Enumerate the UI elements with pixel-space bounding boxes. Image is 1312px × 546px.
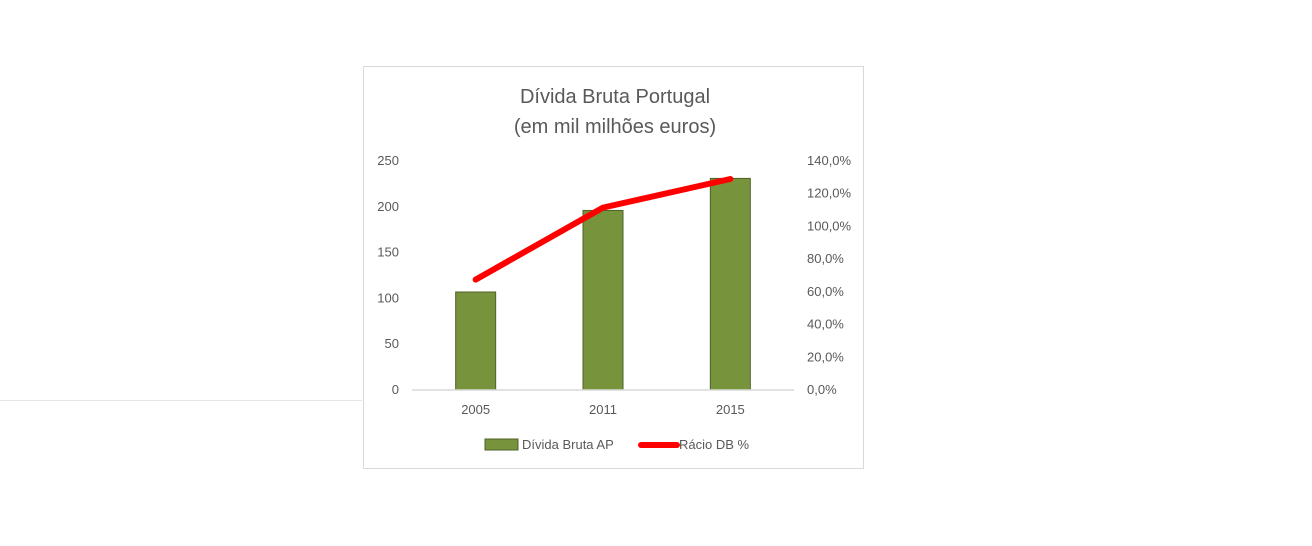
x-axis-tick-label: 2015 bbox=[716, 402, 745, 417]
page-divider bbox=[0, 400, 362, 401]
right-axis-tick-label: 120,0% bbox=[807, 186, 852, 201]
right-axis-tick-label: 20,0% bbox=[807, 349, 844, 364]
left-axis-tick-label: 100 bbox=[377, 290, 399, 305]
right-axis-tick-label: 100,0% bbox=[807, 218, 852, 233]
bar-2005 bbox=[455, 291, 497, 391]
x-axis-tick-label: 2011 bbox=[589, 402, 617, 417]
combo-chart: Dívida Bruta Portugal (em mil milhões eu… bbox=[377, 86, 852, 452]
x-axis-tick-label: 2005 bbox=[461, 402, 490, 417]
right-axis-tick-label: 40,0% bbox=[807, 317, 844, 332]
right-axis-tick-label: 0,0% bbox=[807, 382, 837, 397]
legend-swatch-debt bbox=[484, 438, 519, 451]
left-axis-tick-label: 150 bbox=[377, 245, 399, 260]
left-axis-tick-label: 200 bbox=[377, 199, 399, 214]
left-axis-ticks: 0 50 100 150 200 250 bbox=[377, 153, 399, 397]
right-axis-tick-label: 140,0% bbox=[807, 153, 852, 168]
legend: Dívida Bruta AP Rácio DB % bbox=[484, 437, 750, 452]
legend-label-ratio: Rácio DB % bbox=[679, 437, 750, 452]
right-axis-tick-label: 80,0% bbox=[807, 251, 844, 266]
chart-title: Dívida Bruta Portugal bbox=[520, 86, 710, 108]
x-axis-ticks: 2005 2011 2015 bbox=[461, 402, 745, 417]
legend-label-debt: Dívida Bruta AP bbox=[522, 437, 614, 452]
right-axis-ticks: 0,0% 20,0% 40,0% 60,0% 80,0% 100,0% 120,0% 140,… bbox=[807, 153, 852, 397]
chart-subtitle: (em mil milhões euros) bbox=[514, 116, 716, 138]
left-axis-tick-label: 250 bbox=[377, 153, 399, 168]
left-axis-tick-label: 0 bbox=[392, 382, 399, 397]
line-series bbox=[472, 175, 734, 283]
chart-container: Dívida Bruta Portugal (em mil milhões eu… bbox=[363, 66, 864, 469]
left-axis-tick-label: 50 bbox=[385, 336, 399, 351]
right-axis-tick-label: 60,0% bbox=[807, 284, 844, 299]
bar-2015 bbox=[709, 177, 751, 391]
bar-2011 bbox=[582, 209, 624, 391]
